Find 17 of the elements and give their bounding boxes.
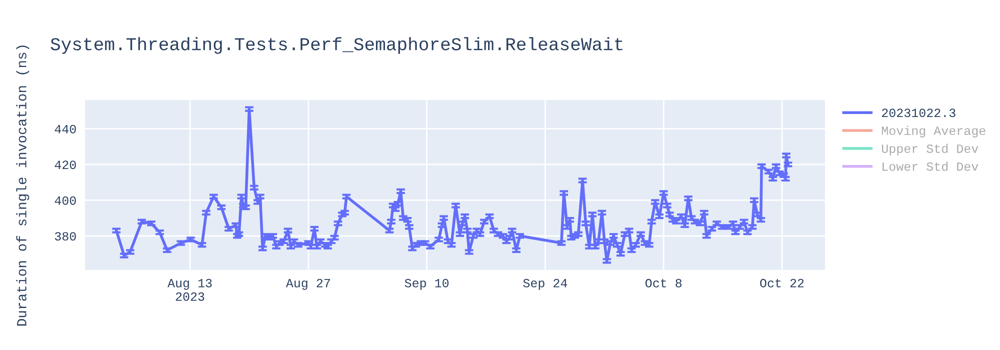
line-series xyxy=(114,108,790,262)
y-axis-title: Duration of single invocation (ns) xyxy=(16,46,30,326)
x-tick-label: Sep 24 xyxy=(523,278,568,290)
x-tick-label: Sep 10 xyxy=(404,278,449,290)
x-tick-label: Aug 13 2023 xyxy=(168,278,212,301)
y-tick-label: 400 xyxy=(54,196,76,205)
legend-label: Upper Std Dev xyxy=(882,144,978,156)
y-tick-label: 440 xyxy=(54,124,76,134)
x-tick-label: Oct 22 xyxy=(760,278,804,288)
y-tick-label: 420 xyxy=(54,160,76,170)
x-tick-label: Aug 27 xyxy=(286,278,330,290)
y-tick-label: 380 xyxy=(54,232,76,241)
x-tick-label: Oct 8 xyxy=(645,278,682,288)
legend-label: 20231022.3 xyxy=(882,108,956,118)
legend-label: Moving Average xyxy=(882,126,986,138)
chart-title: System.Threading.Tests.Perf_SemaphoreSlim.ReleaseWait xyxy=(50,37,622,54)
legend-label: Lower Std Dev xyxy=(882,162,978,171)
